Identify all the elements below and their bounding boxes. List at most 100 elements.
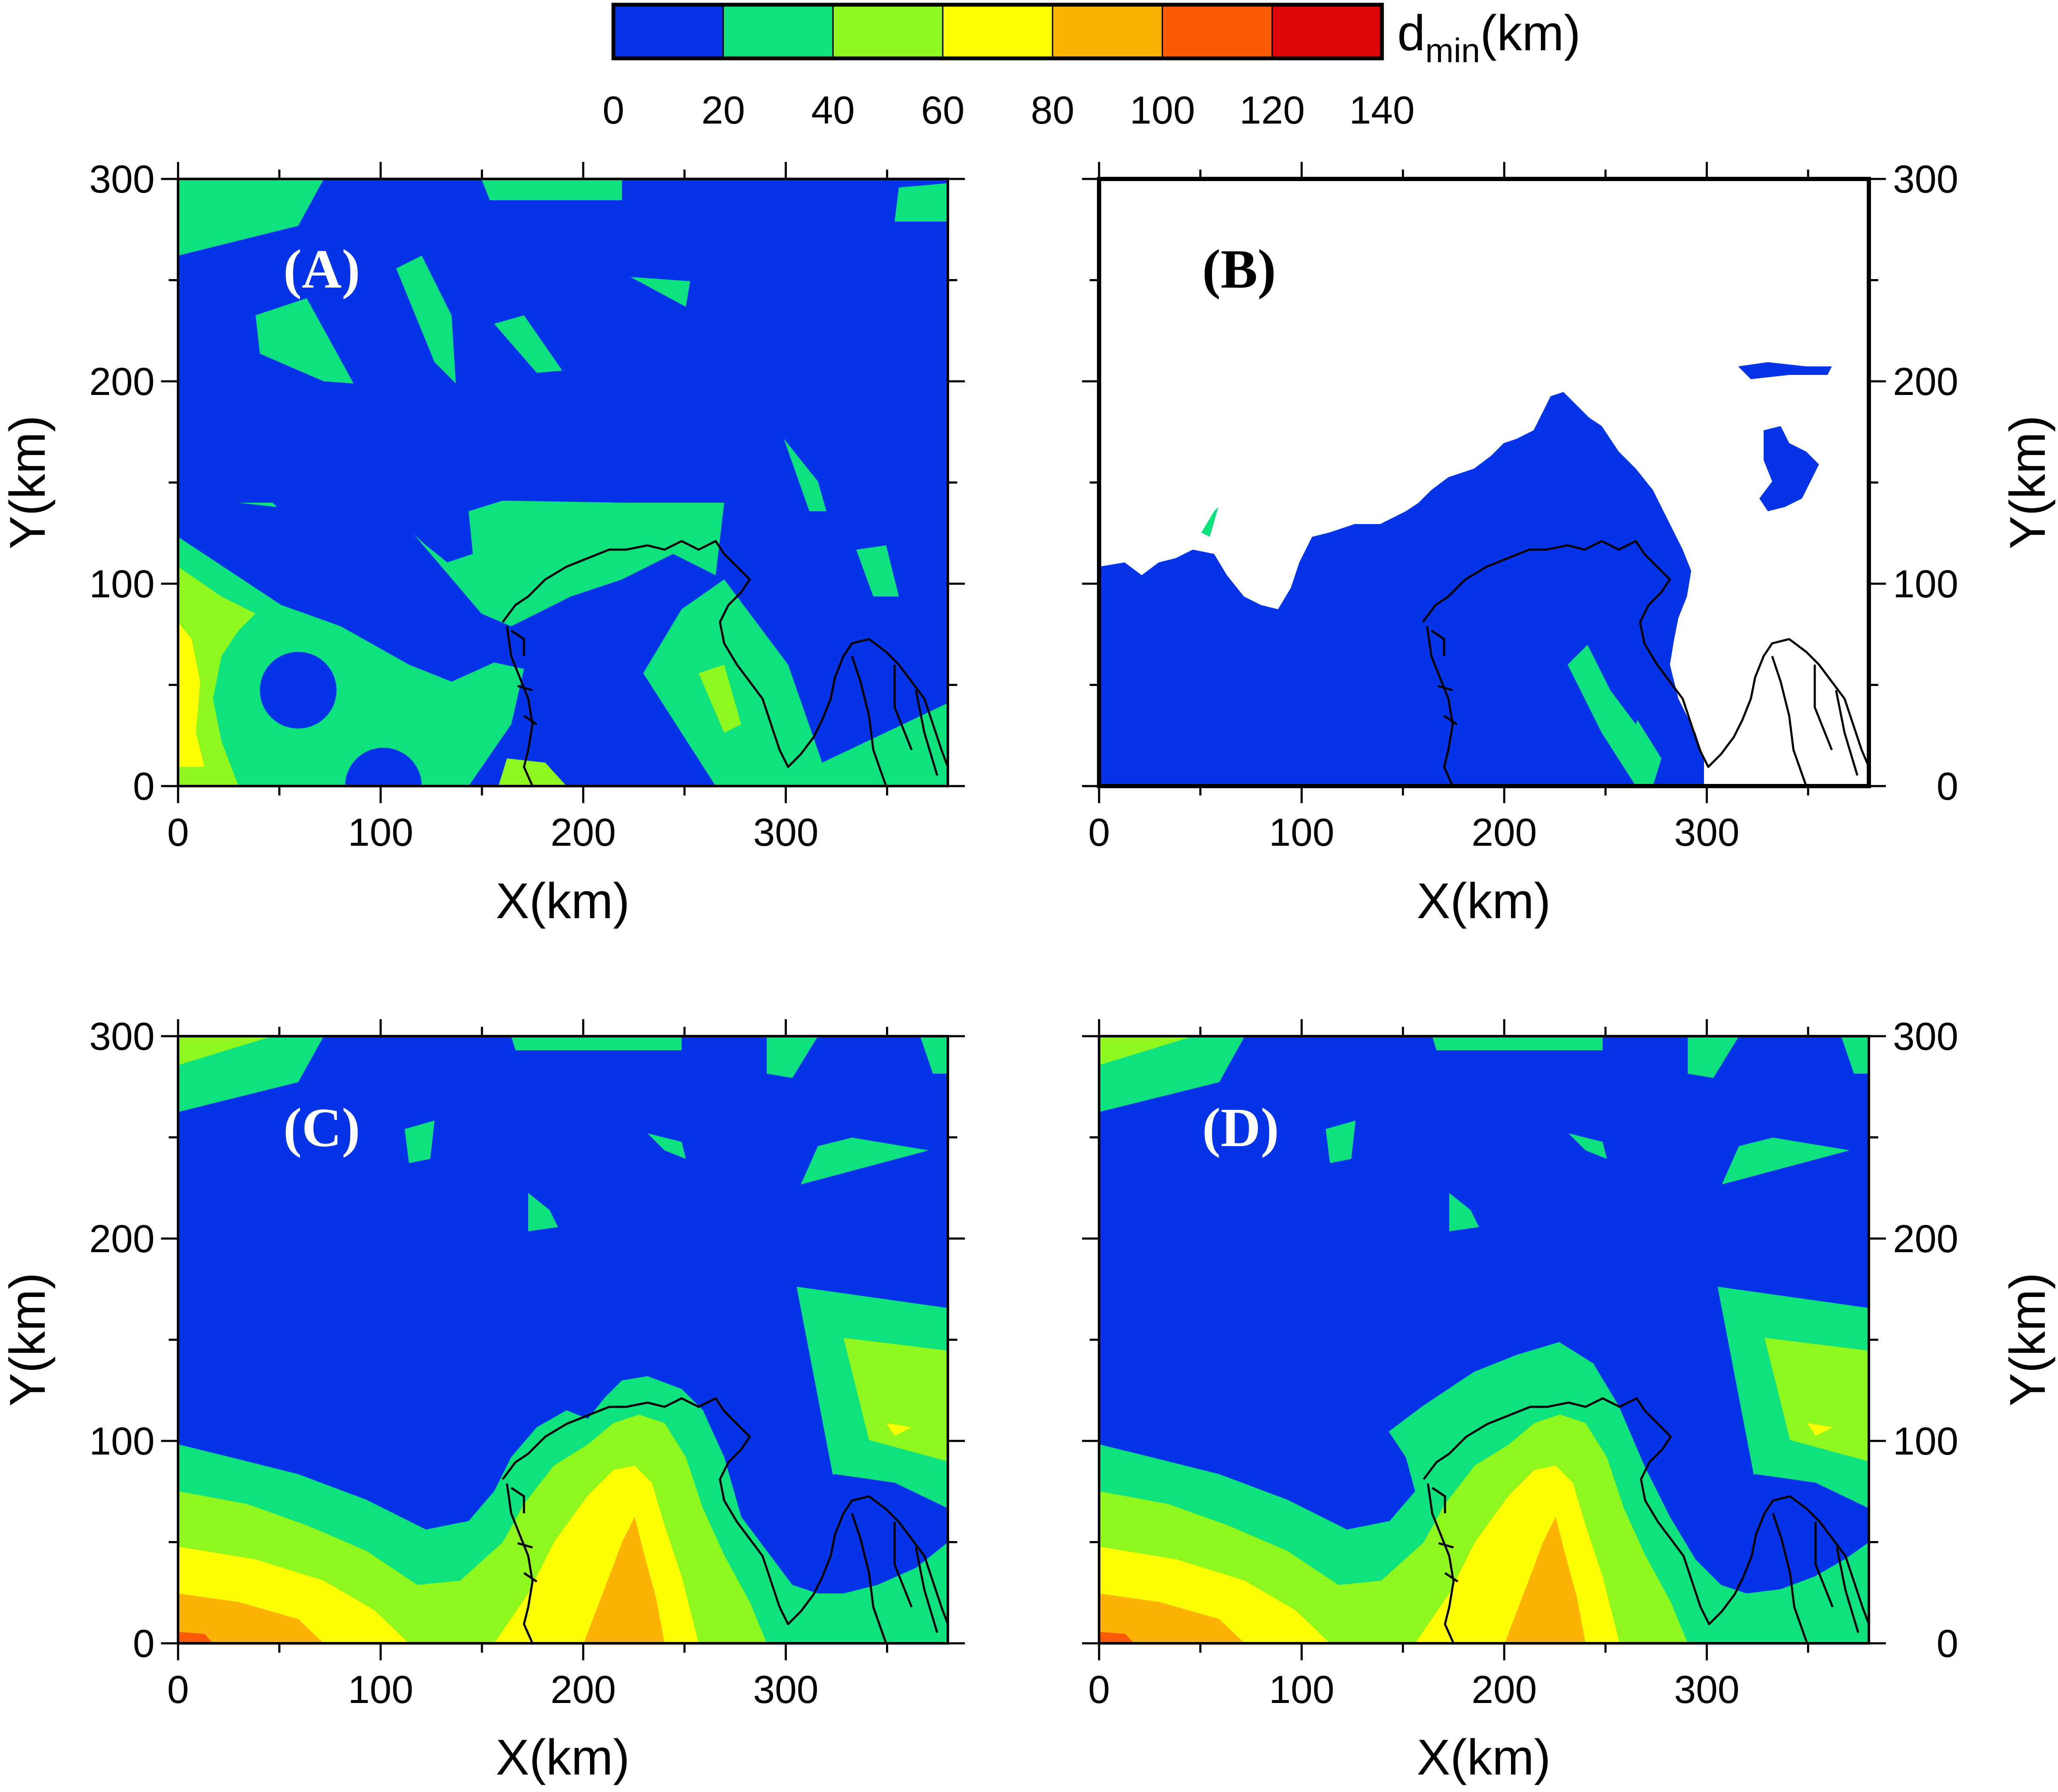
x-tick-label: 100 <box>348 1668 414 1711</box>
x-tick-label: 300 <box>1674 811 1740 854</box>
heatmap-c-region-fragment-3 <box>648 1133 686 1159</box>
y-axis-title-d: Y(km) <box>2000 1273 2056 1407</box>
heatmap-a-region-fragment-1 <box>256 298 354 383</box>
x-tick-label: 200 <box>550 1668 616 1711</box>
heatmap-c-region-south-60-80 <box>178 1466 699 1643</box>
heatmap-a-region-east-band <box>643 579 948 786</box>
panel-label-d: (D) <box>1202 1097 1279 1158</box>
heatmap-a-circle-blue <box>260 652 337 729</box>
x-tick-label: 300 <box>753 1668 819 1711</box>
heatmap-c-region-ne-corner-2 <box>920 1036 948 1074</box>
heatmap-d <box>1099 1036 1869 1643</box>
heatmap-d-region-blue-lower <box>1701 1474 1869 1585</box>
y-tick-label: 0 <box>1937 765 1958 808</box>
x-tick-label: 100 <box>1269 811 1335 854</box>
heatmap-b-region-blue-east <box>1585 614 1644 724</box>
panel-label-c: (C) <box>283 1097 360 1158</box>
y-axis-title-b: Y(km) <box>2000 415 2056 550</box>
colorbar-bin-4 <box>1052 4 1163 59</box>
colorbar-title-main: d <box>1397 5 1425 61</box>
panel-label-a: (A) <box>283 239 360 300</box>
y-tick-label: 0 <box>133 1622 155 1665</box>
x-tick-label: 0 <box>167 811 189 854</box>
y-axis-title-a: Y(km) <box>0 415 56 550</box>
heatmap-a-region-fragment-4 <box>494 315 562 373</box>
heatmap-d-region-fragment-3 <box>1569 1133 1607 1159</box>
map-panel-b: 0 100 200 300 0 100 200 300 (B) X(km) Y(km) <box>1082 158 2056 929</box>
y-axis-title-c: Y(km) <box>0 1273 56 1407</box>
heatmap-d-region-south-80-100 <box>1099 1593 1245 1643</box>
colorbar-tick-label: 140 <box>1349 89 1415 132</box>
coastline-d <box>1423 1397 1869 1643</box>
colorbar-title-sub: min <box>1425 32 1480 69</box>
coastline-b <box>1422 540 1869 786</box>
heatmap-d-region-nw-band <box>1099 1036 1245 1112</box>
heatmap-c-region-nw-band <box>178 1036 324 1112</box>
heatmap-a-region-fragment-3 <box>630 277 690 307</box>
colorbar-tick-label: 60 <box>921 89 964 132</box>
x-axis-title-d: X(km) <box>1417 1729 1551 1786</box>
x-axis-title-a: X(km) <box>496 873 630 929</box>
heatmap-c-region-south-100-120 <box>178 1632 213 1643</box>
heatmap-d-region-nw-corner <box>1099 1036 1194 1065</box>
map-panel-d: 0 100 200 300 0 100 200 300 (D) X(km) Y(km) <box>1082 1015 2056 1786</box>
heatmap-a-region-blue-channel <box>273 498 511 660</box>
heatmap-c-region-blue-lower <box>780 1474 948 1585</box>
heatmap-c-region-ne-corner <box>767 1036 818 1078</box>
colorbar-tick-label: 20 <box>702 89 745 132</box>
map-panel-c: 0 100 200 300 0 100 200 300 (C) X(km) Y(km) <box>0 1015 965 1786</box>
y-tick-label: 100 <box>89 1420 155 1463</box>
heatmap-d-region-north-1 <box>1432 1036 1603 1050</box>
y-tick-label: 200 <box>1893 1217 1959 1261</box>
colorbar-tick-label: 40 <box>811 89 855 132</box>
y-tick-label: 300 <box>89 158 155 201</box>
x-tick-label: 100 <box>348 811 414 854</box>
heatmap-a-region-north-1 <box>481 179 622 200</box>
heatmap-a-region-sw-60-80 <box>178 622 204 767</box>
heatmap-b-island-1 <box>1738 362 1832 379</box>
heatmap-c-region-north-1 <box>511 1036 682 1050</box>
heatmap-b-region-green-west <box>1201 507 1218 537</box>
colorbar-tick-label: 80 <box>1031 89 1074 132</box>
colorbar-bin-3 <box>942 4 1053 59</box>
x-axis-title-b: X(km) <box>1417 873 1551 929</box>
heatmap-a-region-south-40-60 <box>498 758 567 786</box>
heatmap-d-region-east-triangle-core <box>1807 1423 1833 1436</box>
heatmap-d-region-south-100-120 <box>1099 1632 1134 1643</box>
x-tick-label: 0 <box>1088 811 1110 854</box>
y-tick-label: 200 <box>1893 360 1959 403</box>
colorbar-bin-0 <box>613 4 724 59</box>
colorbar-title: dmin(km) <box>1397 5 1580 69</box>
heatmap-b <box>1099 179 1869 786</box>
heatmap-d-region-fragment-4 <box>1722 1138 1850 1184</box>
heatmap-d-region-ne-corner-2 <box>1841 1036 1869 1074</box>
heatmap-c-region-east-triangle-inner <box>843 1338 948 1461</box>
heatmap-a-region-sw-40-60 <box>178 567 256 786</box>
heatmap-a-region-east-40-60 <box>699 665 741 733</box>
heatmap-c-region-fragment-4 <box>801 1138 929 1184</box>
heatmap-c-region-east-triangle-core <box>886 1423 912 1436</box>
coastline-c <box>502 1397 948 1643</box>
y-tick-label: 300 <box>1893 1015 1959 1058</box>
y-tick-label: 100 <box>1893 562 1959 606</box>
x-tick-label: 200 <box>550 811 616 854</box>
y-tick-label: 300 <box>1893 158 1959 201</box>
x-tick-label: 0 <box>167 1668 189 1711</box>
colorbar-frame <box>611 3 1384 61</box>
y-tick-label: 100 <box>1893 1420 1959 1463</box>
y-tick-label: 100 <box>89 562 155 606</box>
heatmap-a-region-fragment-2 <box>396 256 456 383</box>
heatmap-a-circle-blue-2 <box>345 748 422 786</box>
colorbar-tick-label: 100 <box>1130 89 1195 132</box>
heatmap-a-region-fragment-6 <box>856 545 899 596</box>
y-tick-label: 0 <box>133 765 155 808</box>
x-tick-label: 0 <box>1088 1668 1110 1711</box>
heatmap-c-region-fragment-1 <box>405 1121 435 1163</box>
x-tick-label: 300 <box>1674 1668 1740 1711</box>
colorbar-bin-5 <box>1162 4 1273 59</box>
y-tick-label: 200 <box>89 360 155 403</box>
heatmap-a-region-nw-band <box>178 179 324 256</box>
heatmap-c-region-nw-corner <box>178 1036 273 1065</box>
colorbar-bin-1 <box>722 4 834 59</box>
